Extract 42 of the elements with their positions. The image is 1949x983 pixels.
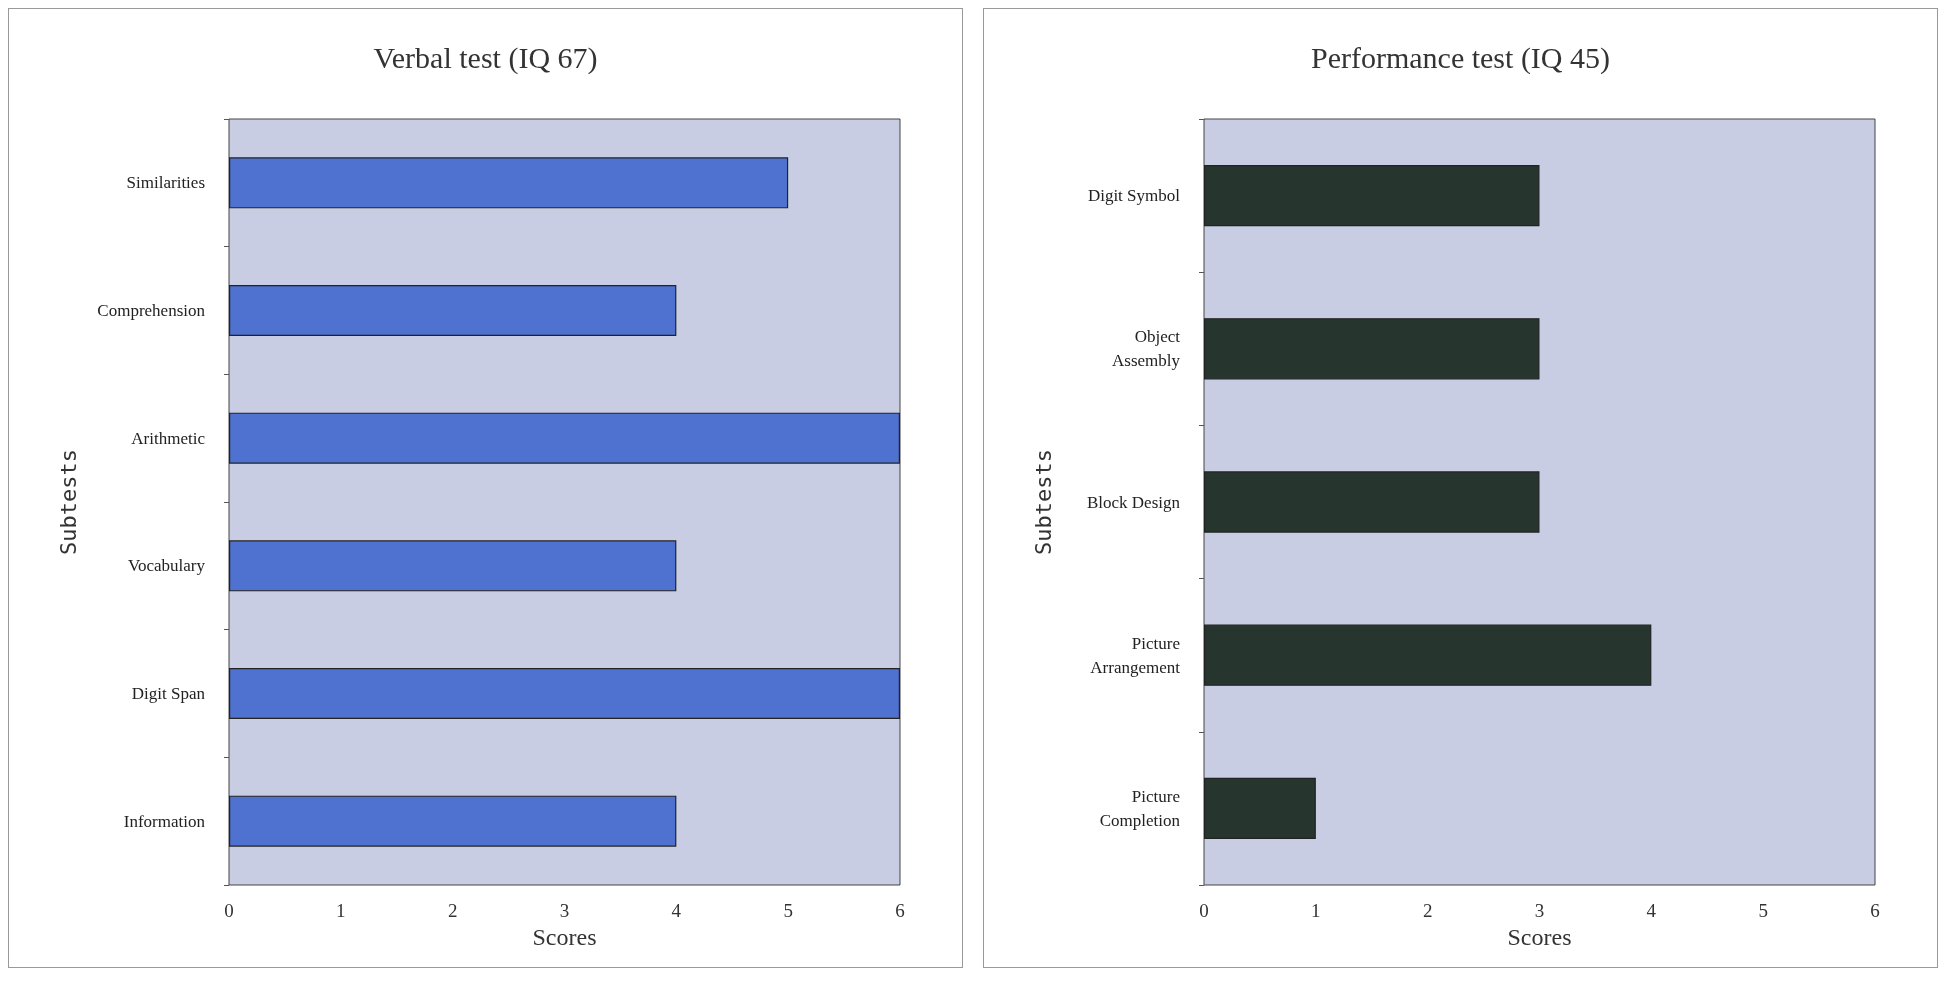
y-tick-label: Vocabulary	[127, 556, 206, 576]
x-tick-label: 4	[671, 900, 682, 921]
y-tick-label: Object Assembly	[1112, 327, 1181, 371]
y-tick-label: Digit Span	[131, 684, 206, 703]
bar	[1204, 624, 1652, 686]
x-tick-label: 0	[224, 900, 234, 921]
x-tick-label: 4	[1646, 900, 1657, 921]
x-tick-label: 0	[1199, 900, 1209, 921]
bar	[1204, 777, 1316, 840]
y-tick-label: Similarities	[126, 173, 205, 193]
x-tick-label: 5	[783, 900, 793, 921]
x-tick-label: 2	[447, 900, 458, 921]
bar	[229, 795, 677, 847]
y-tick-label: Arithmetic	[131, 428, 206, 448]
x-tick-label: 1	[336, 900, 346, 921]
y-axis-title: Subtests	[1030, 449, 1056, 555]
x-tick-label: 3	[559, 900, 570, 921]
bar	[229, 157, 789, 209]
x-axis-title: Scores	[532, 923, 597, 950]
bar	[229, 667, 900, 720]
y-tick-label: Picture Completion	[1099, 786, 1181, 830]
bar	[1204, 318, 1540, 380]
x-tick-label: 6	[1870, 900, 1880, 921]
y-tick-label: Comprehension	[97, 301, 206, 320]
x-tick-label: 3	[1534, 900, 1545, 921]
bar	[1204, 471, 1540, 533]
chart-title: Verbal test (IQ 67)	[373, 40, 598, 75]
x-tick-label: 6	[895, 900, 905, 921]
bar	[1204, 164, 1540, 227]
y-axis-title: Subtests	[55, 449, 81, 555]
y-tick-label: Digit Symbol	[1087, 186, 1181, 206]
bar	[229, 284, 677, 337]
y-tick-label: Picture Arrangement	[1090, 633, 1181, 677]
chart-title: Performance test (IQ 45)	[1310, 40, 1611, 75]
x-axis-title: Scores	[1507, 923, 1572, 950]
x-tick-label: 1	[1311, 900, 1321, 921]
x-tick-label: 5	[1758, 900, 1768, 921]
y-tick-label: Block Design	[1086, 492, 1181, 512]
x-tick-label: 2	[1422, 900, 1433, 921]
bar	[229, 540, 677, 592]
bar	[229, 412, 900, 464]
y-tick-label: Information	[123, 811, 206, 831]
